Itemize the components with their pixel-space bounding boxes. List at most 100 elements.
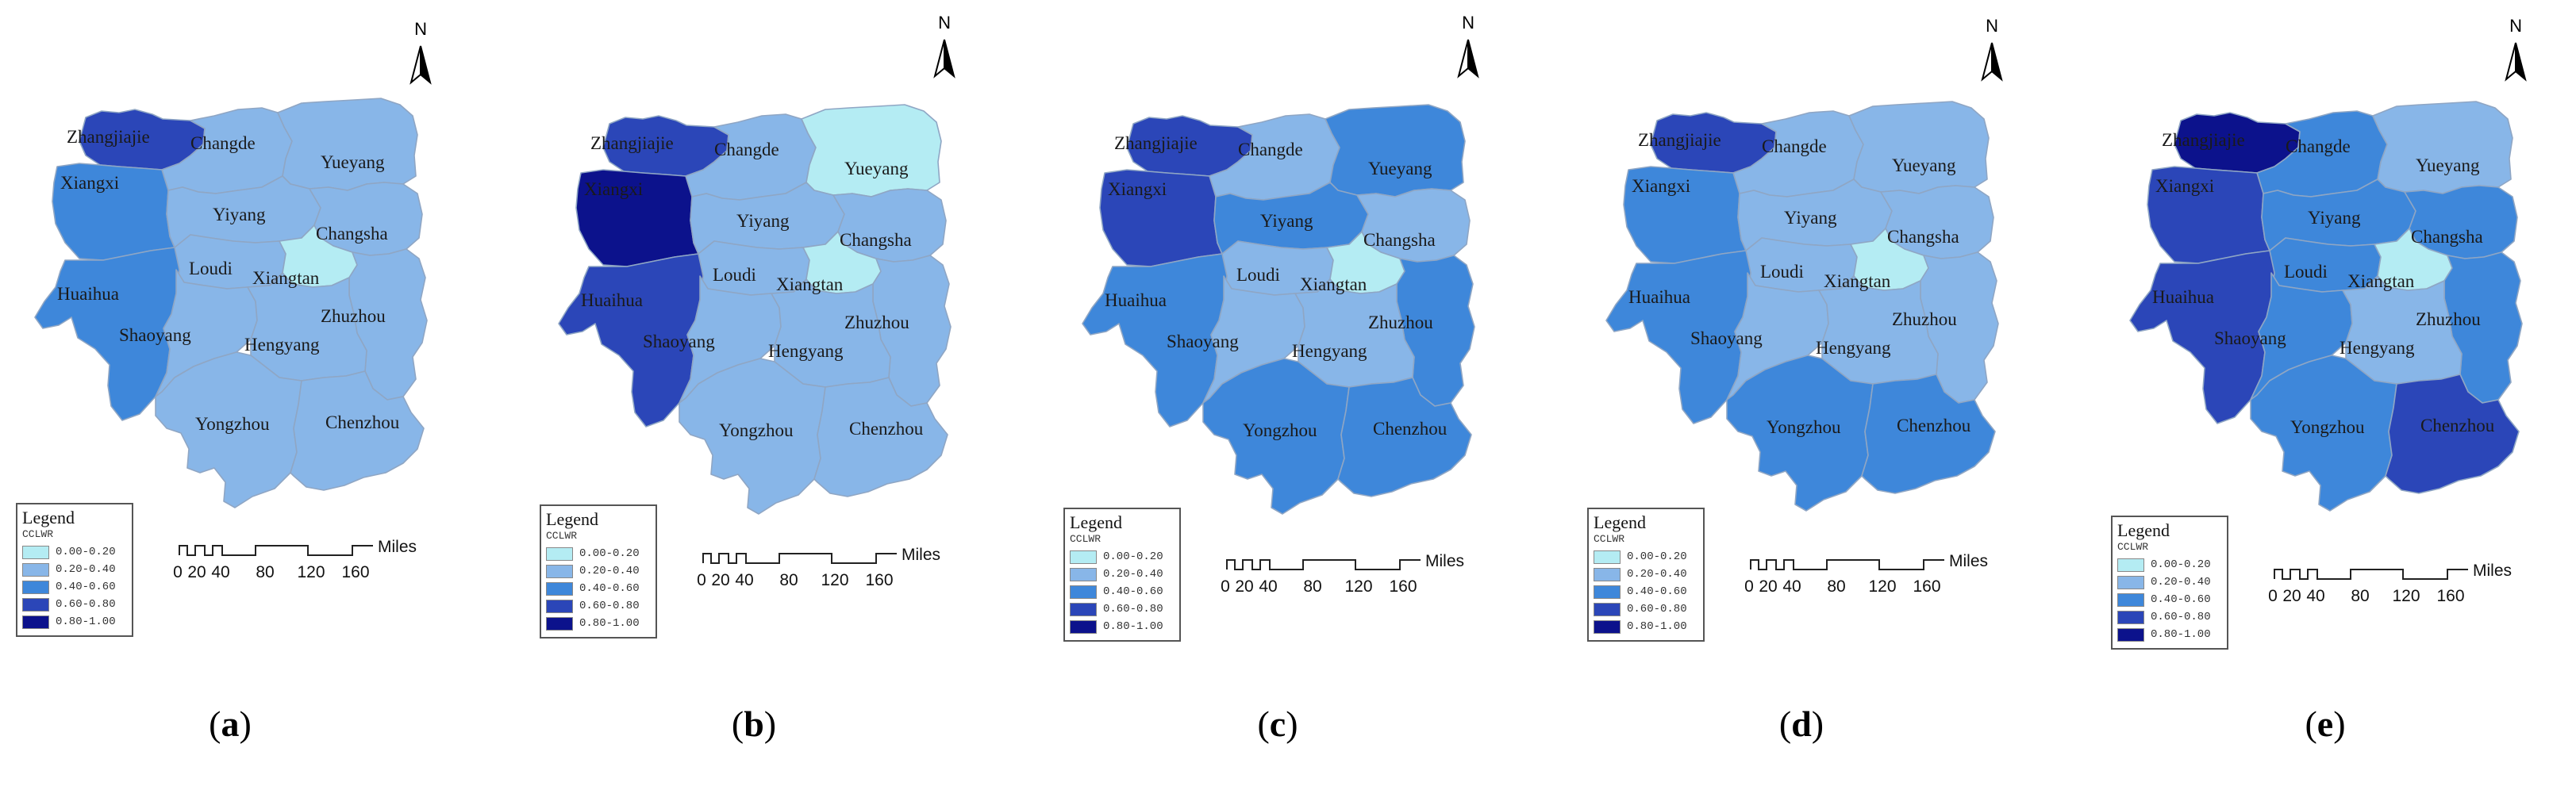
legend-swatch bbox=[546, 581, 573, 596]
legend-row: 0.40-0.60 bbox=[22, 578, 127, 596]
legend-row: 0.40-0.60 bbox=[2117, 591, 2222, 608]
region-label-yiyang: Yiyang bbox=[736, 211, 790, 231]
legend-row: 0.00-0.20 bbox=[546, 545, 651, 562]
panel-caption: (d) bbox=[1722, 703, 1881, 745]
legend-swatch bbox=[546, 546, 573, 561]
scale-tick-label: 0 bbox=[1744, 577, 1754, 596]
region-label-changde: Changde bbox=[190, 133, 256, 153]
region-hengyang bbox=[2342, 275, 2463, 385]
region-label-loudi: Loudi bbox=[1236, 265, 1280, 285]
region-label-zhangjiajie: Zhangjiajie bbox=[1114, 133, 1198, 153]
legend-row: 0.80-1.00 bbox=[1594, 618, 1698, 635]
scale-tick-label: 0 bbox=[2268, 587, 2278, 605]
legend-row: 0.20-0.40 bbox=[546, 562, 651, 580]
region-label-changsha: Changsha bbox=[1363, 230, 1436, 250]
caption-open-paren: ( bbox=[1778, 704, 1792, 744]
caption-letter: a bbox=[221, 704, 240, 744]
legend-row: 0.00-0.20 bbox=[22, 543, 127, 561]
region-label-xiangxi: Xiangxi bbox=[1632, 176, 1690, 196]
scale-tick-label: 40 bbox=[735, 571, 753, 589]
scale-tick-label: 40 bbox=[1782, 577, 1801, 596]
region-label-yueyang: Yueyang bbox=[1368, 159, 1432, 178]
caption-open-paren: ( bbox=[1257, 704, 1270, 744]
region-label-zhuzhou: Zhuzhou bbox=[1368, 313, 1433, 332]
region-label-changde: Changde bbox=[1762, 136, 1827, 156]
legend-row: 0.20-0.40 bbox=[1070, 566, 1175, 583]
scale-tick-label: 160 bbox=[341, 563, 369, 581]
scale-tick-label: 120 bbox=[2392, 587, 2420, 605]
caption-close-paren: ) bbox=[1286, 704, 1298, 744]
region-label-hengyang: Hengyang bbox=[2340, 338, 2415, 358]
legend-swatch bbox=[2117, 627, 2144, 642]
region-hengyang bbox=[1818, 275, 1939, 385]
legend-label: 0.80-1.00 bbox=[1103, 620, 1163, 633]
caption-close-paren: ) bbox=[239, 704, 252, 744]
legend-label: 0.40-0.60 bbox=[56, 581, 116, 593]
region-label-xiangtan: Xiangtan bbox=[252, 268, 320, 288]
region-label-huaihua: Huaihua bbox=[2152, 287, 2214, 307]
scale-unit-label: Miles bbox=[378, 538, 417, 556]
legend-field-name: CCLWR bbox=[546, 530, 578, 542]
region-label-zhangjiajie: Zhangjiajie bbox=[2162, 130, 2245, 150]
map-svg: Zhangjiajie Changde Yueyang Xiangxi Yiyang Ch… bbox=[34, 19, 432, 581]
region-label-shaoyang: Shaoyang bbox=[2214, 328, 2286, 348]
scale-tick-label: 20 bbox=[2282, 587, 2301, 605]
panel-caption: (e) bbox=[2246, 703, 2405, 745]
region-label-loudi: Loudi bbox=[189, 259, 233, 278]
north-label: N bbox=[414, 19, 427, 39]
region-label-shaoyang: Shaoyang bbox=[119, 325, 191, 345]
scale-tick-label: 80 bbox=[779, 571, 798, 589]
legend-label: 0.60-0.80 bbox=[2151, 611, 2211, 623]
region-label-huaihua: Huaihua bbox=[581, 290, 643, 310]
caption-open-paren: ( bbox=[209, 704, 221, 744]
legend-swatch bbox=[22, 580, 49, 594]
region-label-chenzhou: Chenzhou bbox=[2420, 416, 2495, 435]
scale-tick-label: 20 bbox=[711, 571, 729, 589]
legend-swatch bbox=[546, 564, 573, 578]
legend-title: Legend bbox=[1070, 512, 1122, 532]
legend-swatch bbox=[1594, 550, 1621, 564]
region-huaihua bbox=[558, 253, 704, 428]
legend-label: 0.40-0.60 bbox=[1627, 585, 1687, 598]
region-label-changsha: Changsha bbox=[1887, 227, 1959, 247]
panel-caption: (a) bbox=[151, 703, 310, 745]
legend-swatch bbox=[1070, 619, 1097, 634]
map-panel-c: Zhangjiajie Changde Yueyang Xiangxi Yiyang Ch… bbox=[1048, 0, 1571, 790]
scale-tick-label: 20 bbox=[1759, 577, 1777, 596]
legend-label: 0.80-1.00 bbox=[2151, 628, 2211, 641]
region-chenzhou bbox=[1861, 374, 1996, 494]
scale-tick-label: 80 bbox=[256, 563, 274, 581]
legend-field-name: CCLWR bbox=[1070, 533, 1102, 545]
legend-field-name: CCLWR bbox=[1594, 533, 1625, 545]
legend-row: 0.80-1.00 bbox=[2117, 626, 2222, 643]
region-label-changsha: Changsha bbox=[2411, 227, 2483, 247]
north-label: N bbox=[2509, 16, 2522, 36]
region-label-huaihua: Huaihua bbox=[57, 284, 119, 304]
region-label-xiangtan: Xiangtan bbox=[1824, 271, 1891, 291]
region-label-zhuzhou: Zhuzhou bbox=[1892, 309, 1957, 329]
legend-label: 0.80-1.00 bbox=[579, 617, 640, 630]
region-hengyang bbox=[247, 272, 367, 382]
legend-swatch bbox=[22, 597, 49, 612]
region-label-hengyang: Hengyang bbox=[1292, 341, 1367, 361]
region-yueyang bbox=[2372, 101, 2513, 194]
scale-tick-label: 40 bbox=[211, 563, 229, 581]
legend-row: 0.60-0.80 bbox=[546, 597, 651, 615]
legend-swatch bbox=[2117, 575, 2144, 589]
legend-swatch bbox=[1070, 550, 1097, 564]
region-label-chenzhou: Chenzhou bbox=[849, 419, 924, 439]
legend-title: Legend bbox=[22, 508, 75, 527]
region-yueyang bbox=[1325, 104, 1466, 198]
region-label-yiyang: Yiyang bbox=[1260, 211, 1313, 231]
legend-row: 0.60-0.80 bbox=[1594, 600, 1698, 618]
legend-swatch bbox=[2117, 592, 2144, 607]
caption-letter: b bbox=[744, 704, 764, 744]
legend-row: 0.80-1.00 bbox=[22, 613, 127, 631]
region-yueyang bbox=[1848, 101, 1990, 194]
scale-tick-label: 40 bbox=[1259, 577, 1277, 596]
legend-label: 0.00-0.20 bbox=[1103, 550, 1163, 563]
legend-row: 0.80-1.00 bbox=[1070, 618, 1175, 635]
